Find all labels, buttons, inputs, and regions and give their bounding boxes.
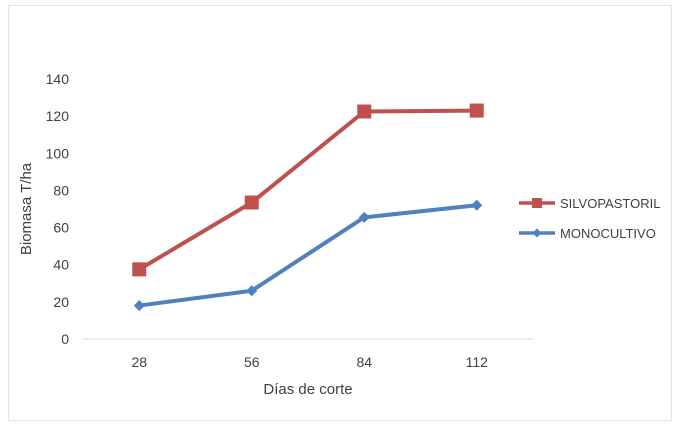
series-layer xyxy=(132,103,484,312)
legend-marker xyxy=(532,198,542,208)
y-tick-label: 120 xyxy=(46,108,70,124)
data-point xyxy=(357,104,372,119)
y-tick-label: 80 xyxy=(53,182,69,198)
series-monocultivo xyxy=(133,199,483,312)
chart-frame xyxy=(8,5,672,421)
y-tick-label: 100 xyxy=(46,145,70,161)
data-point xyxy=(246,285,258,297)
data-point xyxy=(358,211,370,223)
y-axis-title: Biomasa T/ha xyxy=(18,162,35,255)
y-tick-label: 20 xyxy=(53,294,69,310)
y-axis-ticks: 0 20 40 60 80 100 120 140 xyxy=(46,71,70,347)
data-point xyxy=(244,195,259,210)
x-axis-title: Días de corte xyxy=(263,381,352,398)
legend-item: SILVOPASTORIL xyxy=(519,196,660,211)
legend-label: MONOCULTIVO xyxy=(560,226,656,241)
x-tick-label: 56 xyxy=(244,354,260,370)
x-tick-label: 28 xyxy=(131,354,147,370)
y-tick-label: 140 xyxy=(46,71,70,87)
series-line xyxy=(138,108,477,272)
legend: SILVOPASTORIL MONOCULTIVO xyxy=(519,196,660,241)
series-silvopastoril xyxy=(132,103,484,277)
legend-marker xyxy=(532,228,542,238)
legend-item: MONOCULTIVO xyxy=(519,226,656,241)
x-tick-label: 84 xyxy=(356,354,372,370)
data-point xyxy=(469,103,484,118)
legend-label: SILVOPASTORIL xyxy=(560,196,660,211)
x-axis-ticks: 28 56 84 112 xyxy=(131,354,488,370)
y-tick-label: 40 xyxy=(53,257,69,273)
x-tick-label: 112 xyxy=(466,354,489,370)
y-tick-label: 60 xyxy=(53,220,69,236)
series-line xyxy=(138,203,477,308)
y-tick-label: 0 xyxy=(61,331,69,347)
data-point xyxy=(471,199,483,211)
data-point xyxy=(132,262,147,277)
data-point xyxy=(133,300,145,312)
